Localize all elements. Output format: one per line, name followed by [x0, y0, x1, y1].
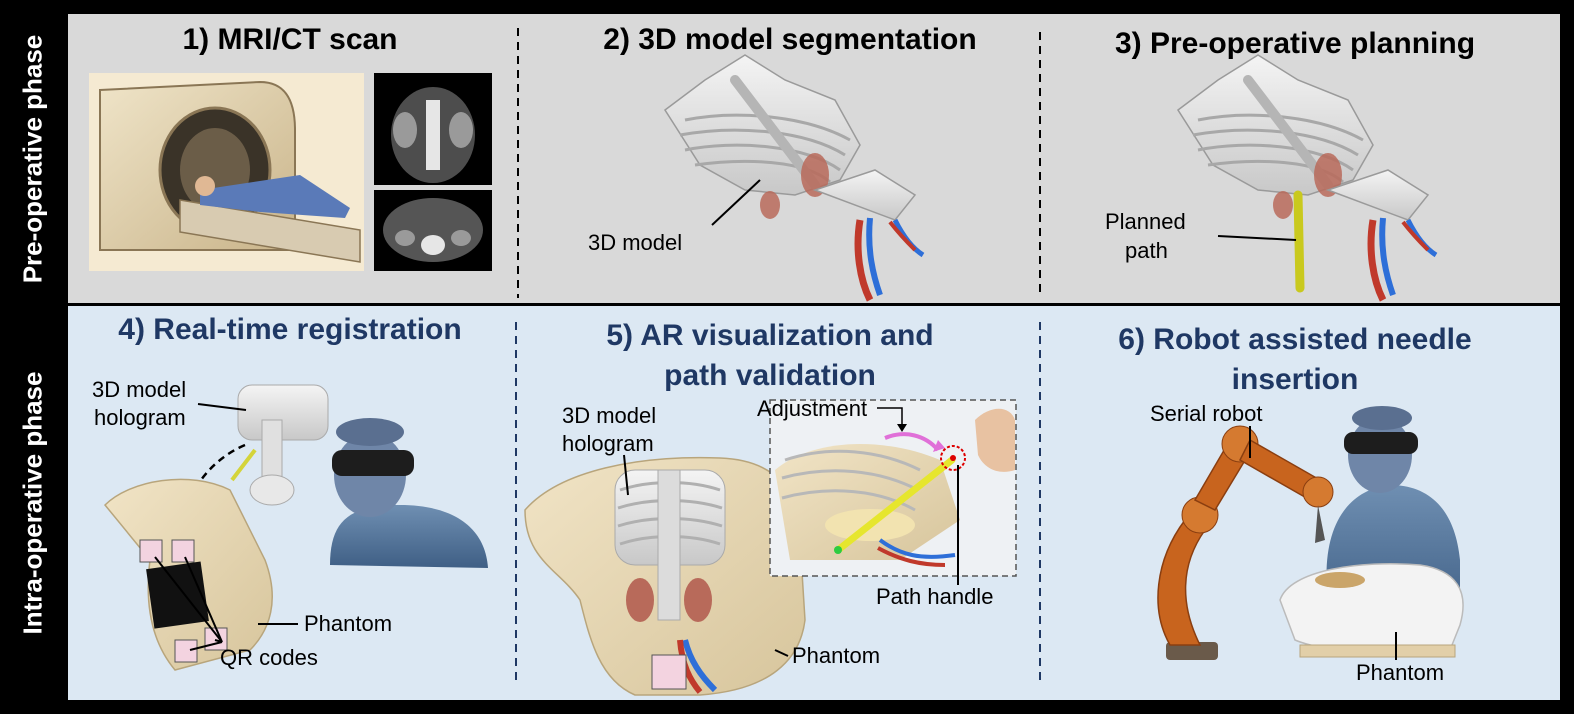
label-hologram-5-line-2: hologram: [562, 431, 654, 456]
step-6-title-line-1: 6) Robot assisted needle: [1118, 323, 1472, 356]
ar-inset-view: [769, 399, 1017, 577]
step-5-title-line-1: 5) AR visualization and: [606, 319, 934, 352]
adjustment-pointer-line: [877, 407, 903, 428]
step-6-title: 6) Robot assisted needle insertion: [1085, 320, 1505, 400]
label-path: path: [1125, 238, 1168, 263]
label-hologram-5-line-1: 3D model: [562, 403, 657, 428]
ct-coronal-scan: [374, 73, 492, 185]
label-phantom-6: Phantom: [1356, 660, 1445, 685]
hologram-spine-small: [230, 384, 329, 506]
step-2-title: 2) 3D model segmentation: [603, 23, 977, 56]
step-6-title-line-2: insertion: [1231, 363, 1359, 396]
planned-needle-path: [1293, 190, 1305, 293]
registration-dashed-arrow: [180, 443, 246, 521]
label-adjustment: Adjustment: [757, 396, 868, 421]
label-phantom-4: Phantom: [304, 611, 393, 636]
label-qr-codes: QR codes: [220, 645, 318, 670]
step-3-title: 3) Pre-operative planning: [1114, 27, 1476, 60]
label-serial-robot: Serial robot: [1150, 401, 1263, 426]
label-hologram-4-line-1: 3D model: [92, 377, 187, 402]
hologram-pointer-line-4: [197, 403, 247, 411]
phantom-torso-5: [524, 456, 806, 696]
step-1-title: 1) MRI/CT scan: [182, 23, 398, 56]
qr-pointer-lines: [154, 556, 223, 651]
label-phantom-5: Phantom: [792, 643, 881, 668]
model-pointer-line: [711, 179, 761, 226]
hologram-pointer-line-5: [623, 454, 629, 496]
ct-axial-scan: [374, 190, 492, 271]
label-planned: Planned: [1105, 209, 1186, 234]
skeleton-planning-model: [1178, 55, 1436, 300]
phantom-torso-4: [103, 478, 273, 671]
step-5-title: 5) AR visualization and path validation: [560, 316, 980, 396]
phantom-torso-6: [1279, 563, 1464, 658]
label-3d-model: 3D model: [588, 230, 683, 255]
step-4-title: 4) Real-time registration: [118, 313, 462, 346]
ct-scanner-illustration: [89, 73, 364, 271]
planned-path-pointer-line: [1217, 235, 1297, 241]
label-hologram-4-line-2: hologram: [94, 405, 186, 430]
step-5-title-line-2: path validation: [664, 359, 876, 392]
surgeon-with-headset-4: [330, 418, 488, 568]
skeleton-3d-model: [665, 55, 923, 300]
phantom-pointer-line-5: [774, 649, 789, 657]
label-path-handle: Path handle: [876, 584, 994, 609]
